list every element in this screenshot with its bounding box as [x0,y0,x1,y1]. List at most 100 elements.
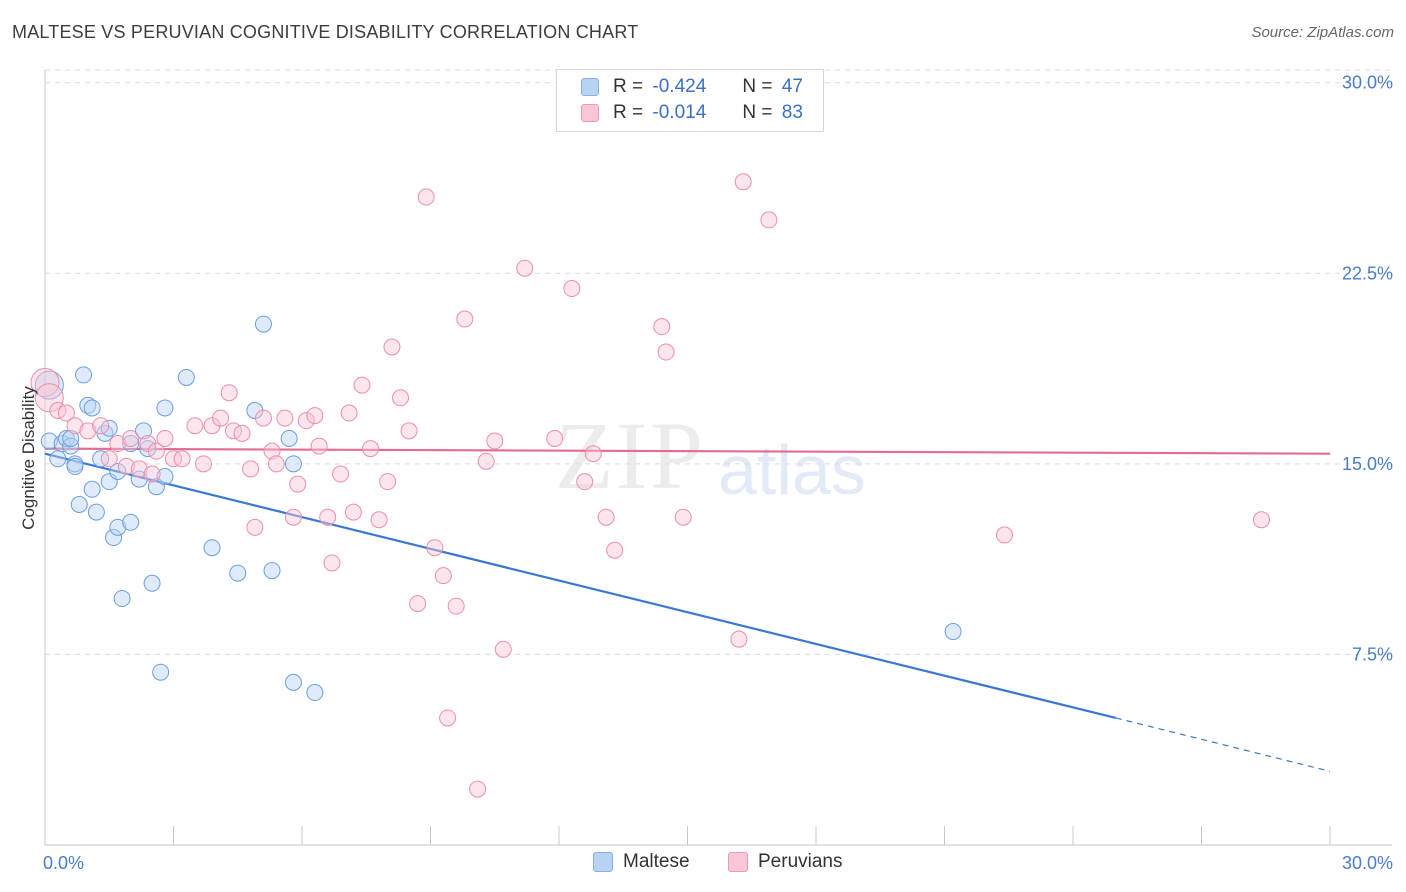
legend-swatch-peruvians [581,104,599,122]
peruvian-point [156,429,174,447]
watermark-zip: ZIP [555,402,705,509]
legend-n-label: N = [742,76,773,97]
maltese-point [49,450,67,468]
peruvian-point [242,460,260,478]
peruvian-point [332,465,350,483]
peruvian-point [34,383,64,413]
peruvian-point [584,445,602,463]
maltese-point [177,368,195,386]
chart-source: Source: ZipAtlas.com [1251,24,1394,41]
peruvian-point [79,422,97,440]
tick-labels: 7.5% 15.0% 22.5% 30.0% 0.0% 30.0% Cognitive Di… [19,73,1393,873]
peruvian-point [306,407,324,425]
peruvian-point [276,409,294,427]
chart-title: MALTESE VS PERUVIAN COGNITIVE DISABILITY… [12,22,639,42]
legend-row-maltese: R = -0.424 N = 47 [581,75,803,99]
maltese-point [83,480,101,498]
peruvian-point [486,432,504,450]
peruvian-point [494,640,512,658]
peruvian-point [995,526,1013,544]
peruvian-point [409,595,427,613]
peruvian-point [447,597,465,615]
bottom-legend-label-peruvians: Peruvians [758,851,843,872]
peruvian-point [220,384,238,402]
legend-r-value: -0.014 [652,102,707,123]
peruvian-point [254,409,272,427]
maltese-point [92,450,110,468]
bottom-legend-swatch-peruvians [728,852,748,872]
peruvian-point [165,450,182,468]
peruvian-point [516,259,534,277]
legend-n-value: 83 [781,102,803,123]
maltese-point [156,399,174,417]
peruvian-point [730,630,748,648]
peruvian-point [66,417,84,435]
peruvian-point [143,465,161,483]
data-points [30,97,1270,798]
legend-r-label: R = [613,102,644,123]
legend-r-label: R = [613,76,644,97]
peruvian-point [246,518,264,536]
y-axis-title: Cognitive Disability [19,386,38,530]
legend-n-value: 47 [781,76,803,97]
peruvian-point [477,452,495,470]
maltese-point [75,366,93,384]
peruvian-point [760,211,778,229]
maltese-trend-line [44,452,1117,720]
peruvian-point [563,280,581,298]
peruvian-point [109,435,127,453]
peruvian-point [362,440,380,458]
peruvian-point [92,417,110,435]
bottom-legend-swatch-maltese [593,852,613,872]
maltese-point [62,429,80,447]
peruvian-point [173,450,191,468]
peruvian-point [267,455,285,473]
peruvian-point [194,455,212,473]
peruvian-point [576,473,594,491]
peruvian-point [340,404,358,422]
peruvian-point [186,417,204,435]
maltese-point [254,315,272,333]
maltese-point [40,432,58,450]
maltese-point [284,673,302,691]
peruvian-point [674,508,692,526]
y-tick-label: 7.5% [1352,644,1393,664]
peruvian-point [310,437,328,455]
peruvian-point [344,503,362,521]
trend-lines [44,447,1331,772]
bottom-legend-peruvians: Peruvians [728,851,843,873]
peruvian-point [319,508,337,526]
peruvian-point [263,442,281,460]
peruvian-point [370,511,388,529]
maltese-point [152,663,170,681]
maltese-point [70,496,88,514]
maltese-point [122,513,140,531]
peruvian-point [147,442,165,460]
gridlines [45,69,1392,655]
peruvian-point [353,376,371,394]
maltese-point [34,370,64,400]
y-tick-label: 30.0% [1342,73,1393,93]
peruvian-point [379,473,397,491]
peruvian-point [383,338,401,356]
peruvian-point [734,173,752,191]
peruvian-point [597,508,615,526]
legend: R = -0.424 N = 47 R = -0.014 N = 83 [556,69,824,132]
peruvian-point [417,188,435,206]
maltese-point [135,422,153,440]
peruvian-point [456,310,474,328]
maltese-point [306,684,324,702]
maltese-point [229,564,247,582]
axes [44,70,1392,846]
maltese-point [130,470,148,488]
legend-r-value: -0.424 [652,76,707,97]
maltese-point [87,503,105,521]
peruvian-point [233,424,251,442]
y-tick-label: 22.5% [1342,263,1393,283]
peruvian-point [657,343,675,361]
maltese-point [944,623,962,641]
maltese-point [113,590,131,608]
peruvian-point [284,508,302,526]
maltese-point [109,462,127,480]
